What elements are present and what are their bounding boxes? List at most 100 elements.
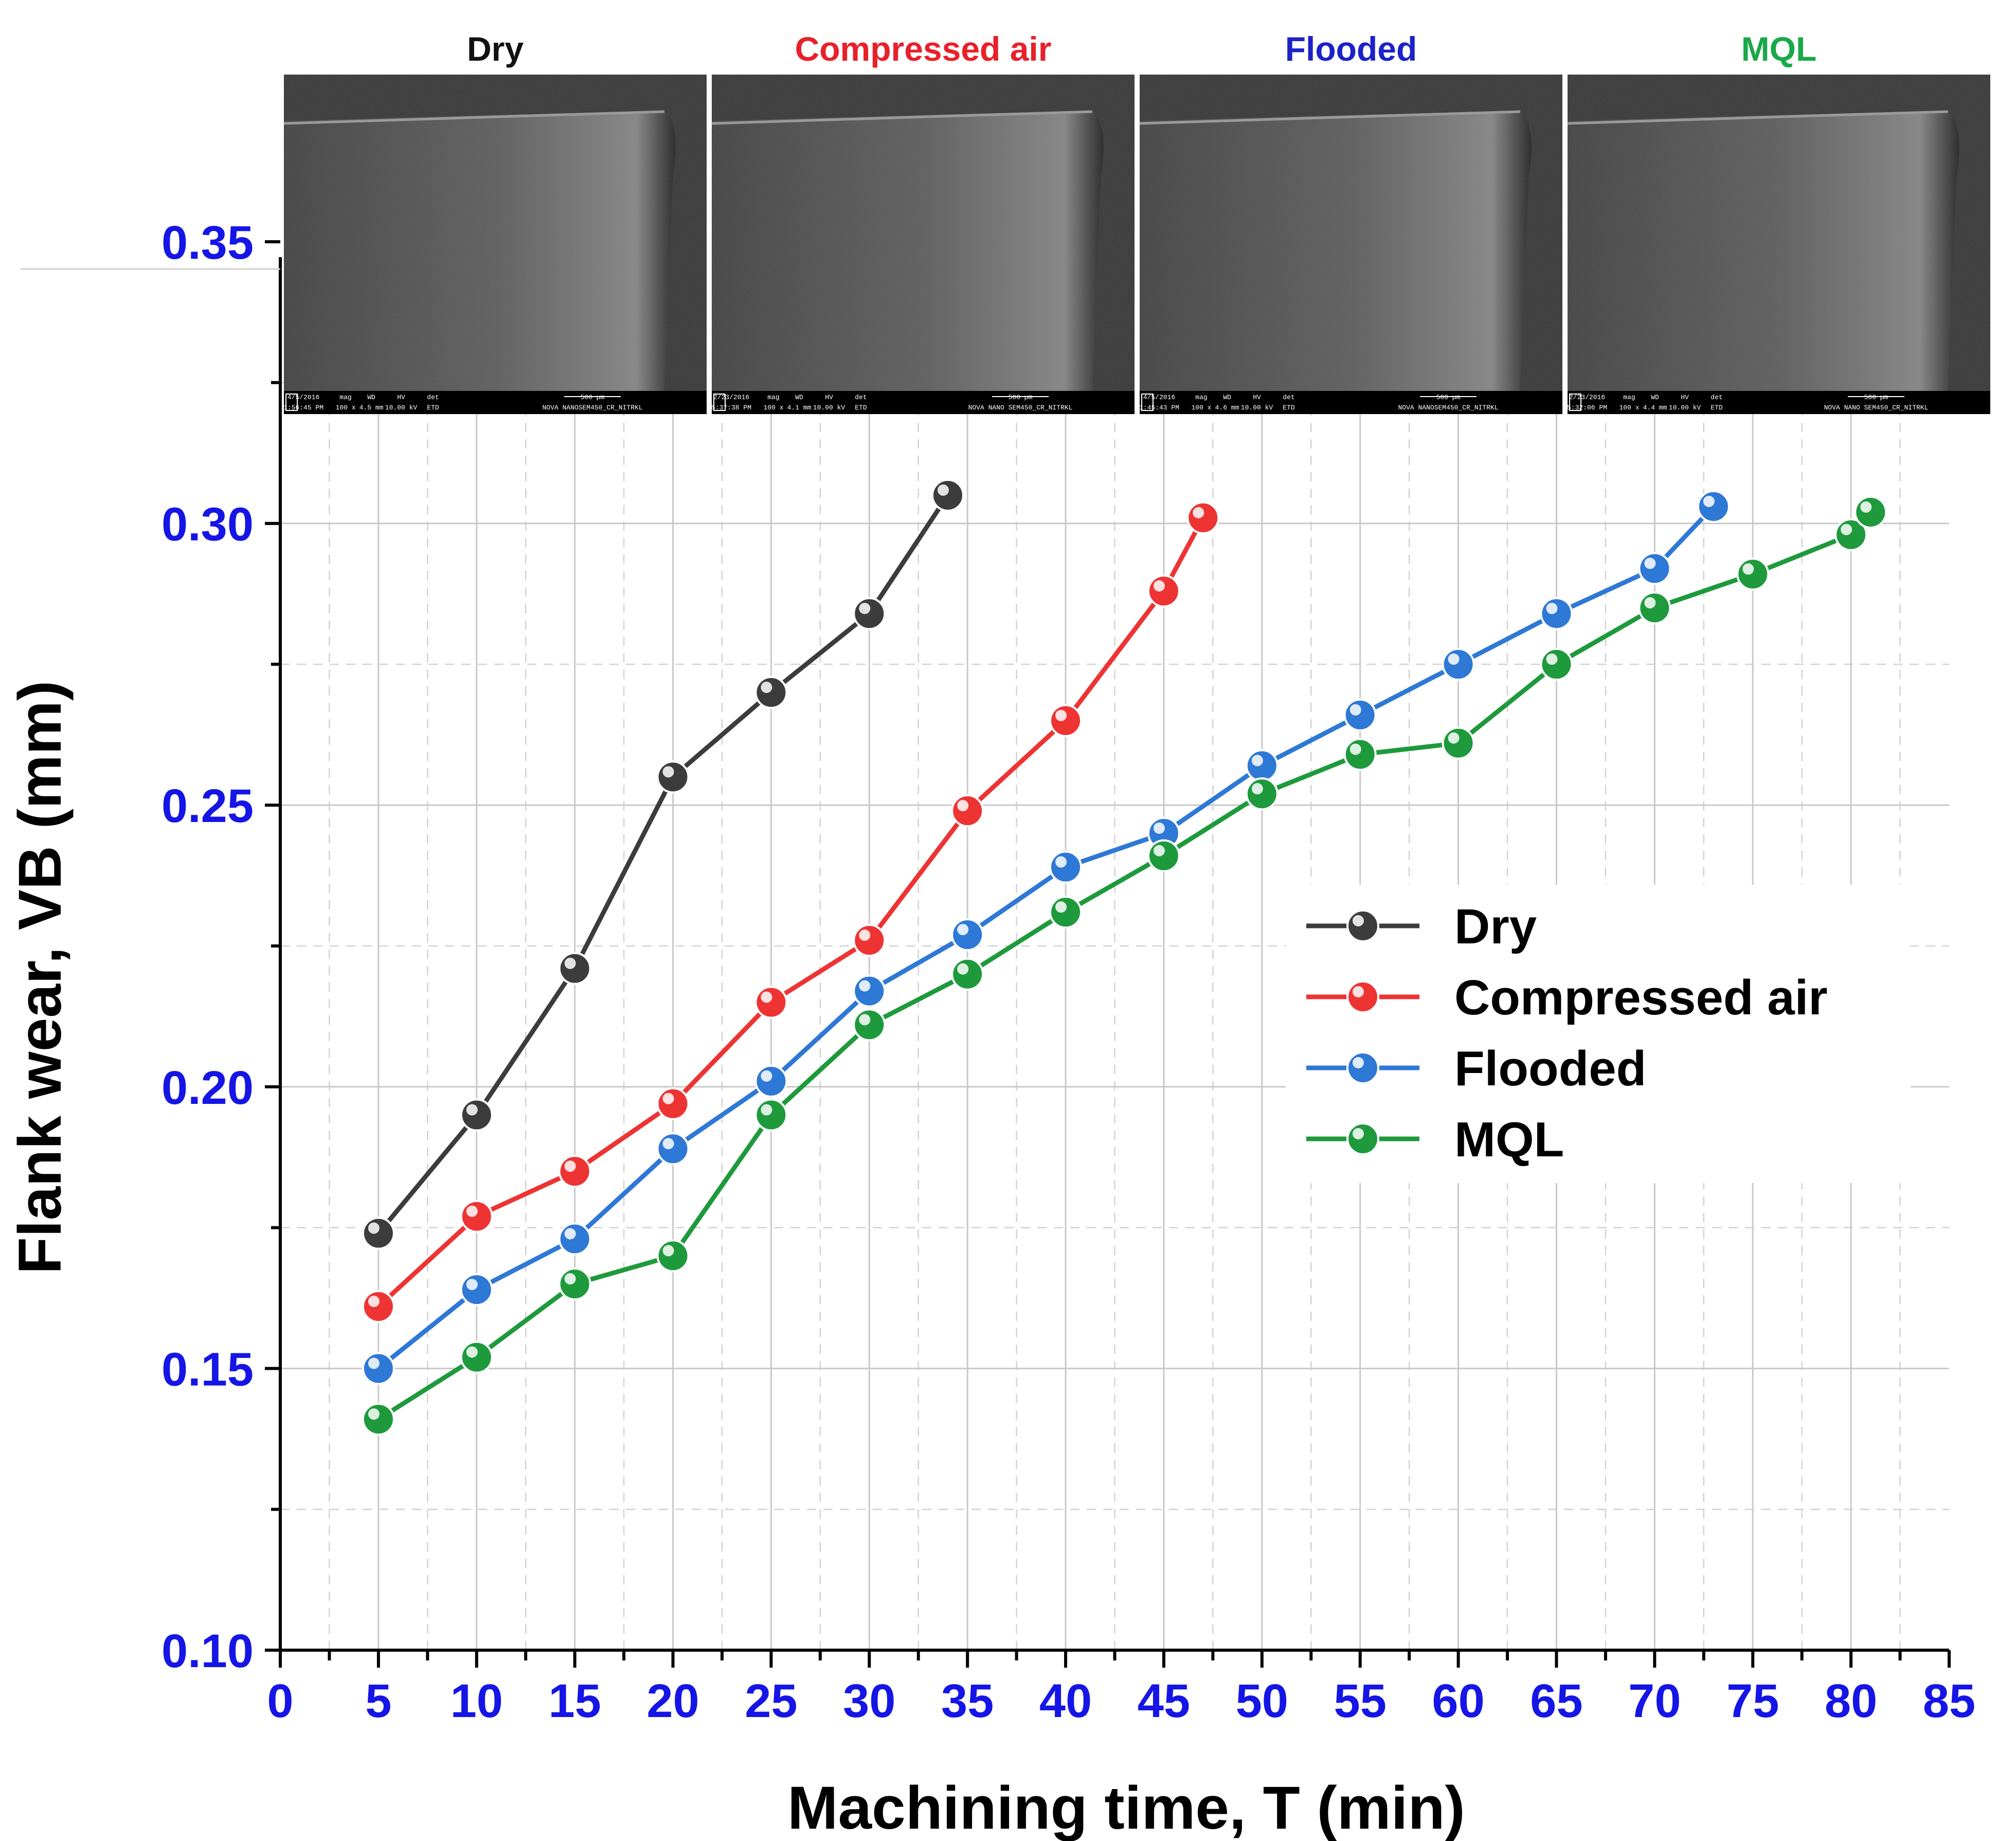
sem-caption-bar [712, 391, 1135, 414]
sem-caption-text: mag [1195, 394, 1207, 401]
marker-highlight [368, 1408, 380, 1420]
series-compressed-air [362, 501, 1220, 1323]
marker-body [754, 676, 788, 709]
sem-panel-title: Flooded [1285, 30, 1417, 68]
sem-panel-title: Compressed air [795, 30, 1052, 68]
marker-highlight [1644, 558, 1656, 569]
sem-caption-text: 500 µm [1009, 394, 1033, 401]
marker-body [853, 974, 886, 1008]
sem-caption-text: 5:37:38 PM [711, 404, 751, 412]
data-point-mql [460, 1340, 493, 1374]
data-point-compressed-air [1147, 575, 1180, 608]
sem-caption-text: HV [1681, 394, 1689, 401]
marker-body [656, 1132, 690, 1166]
marker-highlight [1546, 653, 1558, 665]
series-dry [362, 478, 964, 1250]
marker-highlight [1055, 901, 1067, 913]
sem-caption-text: det [1283, 394, 1294, 401]
data-point-dry [754, 676, 788, 709]
data-point-flooded [656, 1132, 690, 1166]
data-point-compressed-air [558, 1155, 591, 1188]
data-point-mql [1245, 777, 1279, 811]
marker-highlight [1055, 856, 1067, 868]
marker-highlight [761, 991, 772, 1003]
marker-body [460, 1200, 493, 1233]
marker-body [1245, 777, 1279, 811]
marker-highlight [1349, 743, 1361, 755]
data-point-mql [853, 1008, 886, 1042]
sem-logo-icon [1569, 394, 1581, 411]
marker-highlight [1353, 1057, 1364, 1068]
marker-body [754, 1064, 788, 1098]
marker-highlight [1353, 986, 1364, 997]
marker-body [362, 1352, 395, 1385]
marker-highlight [1153, 822, 1165, 834]
data-point-flooded [1343, 698, 1377, 731]
sem-caption-text: 500 µm [1436, 394, 1461, 401]
marker-body [1442, 648, 1475, 681]
sem-panel-divider [1135, 75, 1140, 414]
marker-body [1736, 558, 1770, 591]
sem-cutting-edge [283, 110, 664, 125]
data-point-compressed-air [853, 924, 886, 957]
marker-highlight [1703, 495, 1715, 507]
sem-image-noise [284, 75, 707, 414]
data-point-mql [951, 957, 984, 991]
sem-caption-text: 2/23/2016 [1569, 394, 1605, 401]
legend-item-dry: Dry [1306, 899, 1537, 954]
sem-panel-dry: Dry 4/5/2016 1:56:45 PM mag 100 x WD 4.5 mm HV 1… [283, 30, 707, 414]
sem-caption-text: WD [1223, 394, 1231, 401]
sem-caption-text: NOVA NANO SEM450_CR_NITRKL [968, 404, 1073, 412]
sem-images: Dry 4/5/2016 1:56:45 PM mag 100 x WD 4.5 mm HV 1… [283, 30, 1990, 414]
legend-background [1286, 885, 1911, 1183]
data-point-compressed-air [951, 794, 984, 828]
x-tick-label: 5 [365, 1675, 391, 1727]
marker-body [558, 952, 591, 985]
marker-body [1346, 980, 1379, 1013]
marker-highlight [761, 1104, 772, 1116]
x-tick-label: 65 [1530, 1675, 1582, 1727]
sem-caption-text: 10.00 kV [813, 404, 845, 412]
data-point-flooded [1049, 850, 1083, 884]
marker-highlight [1353, 915, 1364, 926]
data-point-flooded [1540, 597, 1573, 630]
x-tick-label: 75 [1726, 1675, 1779, 1727]
data-point-dry [362, 1217, 395, 1250]
sem-caption-text: 4.5 mm [359, 404, 384, 412]
x-tick-label: 45 [1138, 1675, 1190, 1727]
sem-caption-text: 4.4 mm [1643, 404, 1667, 412]
x-tick-label: 40 [1039, 1675, 1092, 1727]
marker-highlight [859, 602, 871, 614]
sem-cutting-edge [1567, 110, 1948, 125]
marker-highlight [1546, 602, 1558, 614]
marker-highlight [564, 1273, 576, 1285]
sem-caption-text: 4/5/2016 [1143, 394, 1175, 401]
marker-highlight [1448, 732, 1460, 744]
sem-panel-compressed-air: Compressed air 2/23/2016 5:37:38 PM mag 100 … [711, 30, 1135, 414]
x-tick-label: 15 [548, 1675, 601, 1727]
sem-image-noise [712, 75, 1135, 414]
sem-caption-text: mag [339, 394, 351, 401]
legend-item-flooded: Flooded [1306, 1041, 1646, 1096]
marker-body [1638, 591, 1671, 624]
x-tick-label: 35 [941, 1675, 994, 1727]
y-tick-label: 0.20 [161, 1062, 254, 1114]
marker-highlight [1055, 709, 1067, 721]
series [362, 478, 1887, 1436]
legend-label: MQL [1454, 1112, 1564, 1167]
marker-body [558, 1222, 591, 1256]
x-tick-label: 70 [1628, 1675, 1681, 1727]
marker-highlight [1349, 704, 1361, 716]
marker-body [1854, 495, 1887, 529]
sem-caption-text: 5:32:06 PM [1567, 404, 1607, 412]
data-point-mql [1147, 839, 1180, 872]
marker-body [951, 918, 984, 952]
data-point-mql [1736, 558, 1770, 591]
marker-body [1346, 909, 1379, 942]
y-tick-label: 0.35 [161, 217, 254, 269]
data-point-mql [754, 1098, 788, 1132]
marker-highlight [662, 1245, 674, 1257]
legend-swatch-marker [1346, 980, 1379, 1013]
marker-body [460, 1273, 493, 1307]
